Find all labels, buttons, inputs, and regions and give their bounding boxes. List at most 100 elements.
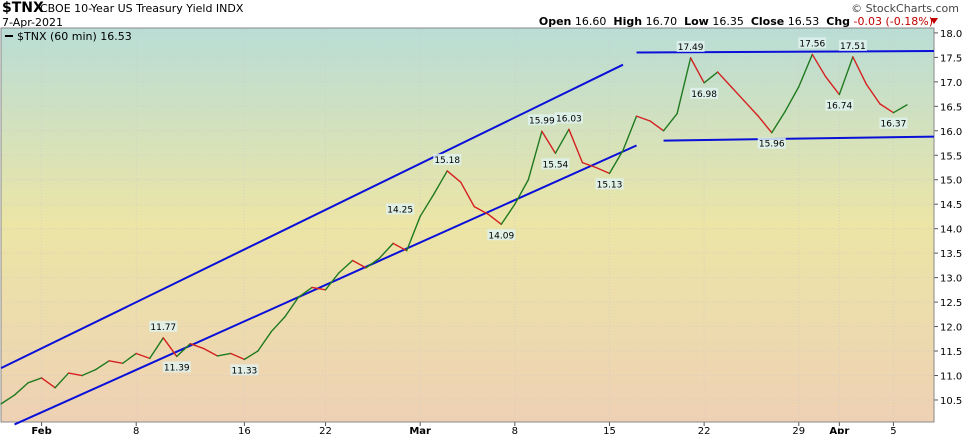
x-tick-label: 8 bbox=[512, 426, 518, 434]
trendline bbox=[636, 50, 935, 54]
price-segment bbox=[865, 83, 881, 105]
plot-background bbox=[1, 28, 934, 422]
price-segment bbox=[94, 360, 110, 371]
annotation-label: 15.96 bbox=[759, 140, 785, 150]
annotation-label: 14.25 bbox=[387, 205, 413, 215]
down-arrow-icon bbox=[930, 18, 938, 24]
y-tick-label: 14.0 bbox=[940, 225, 962, 236]
low-label: Low bbox=[684, 15, 709, 28]
price-segment bbox=[162, 337, 178, 358]
annotation-bg bbox=[676, 40, 705, 52]
annotation-label: 11.77 bbox=[150, 323, 176, 333]
low-value: 16.35 bbox=[712, 15, 744, 28]
symbol: $TNX bbox=[2, 0, 44, 16]
annotation-bg bbox=[541, 158, 570, 170]
price-segment bbox=[243, 350, 259, 361]
plot-frame bbox=[0, 27, 935, 423]
y-tick-label: 17.5 bbox=[940, 53, 962, 64]
annotation-bg bbox=[595, 178, 624, 190]
price-segment bbox=[324, 272, 340, 291]
price-segment bbox=[121, 352, 137, 364]
annotation-label: 17.49 bbox=[678, 43, 704, 53]
price-segment bbox=[662, 112, 678, 132]
price-segment bbox=[0, 394, 16, 405]
price-segment bbox=[67, 372, 83, 377]
price-segment bbox=[230, 352, 246, 361]
annotation-label: 15.54 bbox=[543, 160, 569, 170]
price-segment bbox=[405, 215, 421, 252]
price-segment bbox=[365, 257, 381, 269]
price-segment bbox=[487, 213, 503, 225]
x-tick-label: 22 bbox=[319, 426, 332, 434]
annotation-label: 16.03 bbox=[556, 114, 582, 124]
y-tick-label: 11.0 bbox=[940, 372, 962, 383]
annotation-label: 14.09 bbox=[488, 231, 514, 241]
annotation-label: 16.37 bbox=[881, 120, 907, 130]
x-tick-label: 5 bbox=[890, 426, 896, 434]
annotation-bg bbox=[690, 87, 719, 99]
annotation-bg bbox=[487, 229, 516, 241]
price-segment bbox=[716, 71, 732, 88]
chart-date: 7-Apr-2021 bbox=[2, 16, 64, 29]
annotation-label: 16.98 bbox=[691, 90, 717, 100]
price-segment bbox=[203, 347, 219, 357]
chart-header: $TNX CBOE 10-Year US Treasury Yield INDX… bbox=[0, 0, 963, 29]
annotation-label: 11.33 bbox=[232, 366, 258, 376]
price-segment bbox=[527, 130, 543, 181]
annotation-bg bbox=[527, 114, 556, 126]
y-tick-label: 17.0 bbox=[940, 78, 962, 89]
instrument-name: CBOE 10-Year US Treasury Yield INDX bbox=[40, 2, 244, 15]
annotation-bg bbox=[149, 320, 178, 332]
price-segment bbox=[81, 368, 97, 377]
price-segment bbox=[703, 71, 719, 84]
close-value: 16.53 bbox=[787, 15, 820, 28]
quote-bar: Open 16.60 High 16.70 Low 16.35 Close 16… bbox=[539, 15, 933, 28]
chg-label: Chg bbox=[826, 15, 851, 28]
price-segment bbox=[135, 352, 151, 360]
price-segment bbox=[378, 242, 394, 259]
y-tick-label: 15.5 bbox=[940, 151, 962, 162]
annotation-bg bbox=[433, 153, 462, 165]
annotation-bg bbox=[162, 361, 191, 373]
price-segment bbox=[257, 330, 273, 352]
price-segment bbox=[351, 259, 367, 269]
price-segment bbox=[473, 205, 489, 215]
price-segment bbox=[811, 53, 827, 78]
price-segment bbox=[311, 286, 327, 291]
price-segment bbox=[270, 316, 286, 333]
price-segment bbox=[554, 128, 570, 154]
price-segment bbox=[825, 76, 841, 96]
annotation-bg bbox=[386, 203, 415, 215]
brand-watermark[interactable]: © StockCharts.com bbox=[851, 2, 959, 15]
y-tick-label: 13.0 bbox=[940, 274, 962, 285]
price-segment bbox=[649, 120, 665, 132]
price-segment bbox=[784, 86, 800, 112]
annotation-label: 15.13 bbox=[597, 180, 623, 190]
price-segment bbox=[149, 337, 164, 360]
annotation-label: 17.56 bbox=[799, 39, 825, 49]
price-segment bbox=[338, 259, 354, 274]
price-segment bbox=[879, 103, 895, 114]
price-segment bbox=[392, 242, 408, 252]
x-tick-label: Feb bbox=[31, 426, 51, 434]
annotation-label: 11.39 bbox=[164, 363, 190, 373]
y-tick-label: 16.5 bbox=[940, 102, 962, 113]
trendline bbox=[0, 63, 624, 370]
annotation-bg bbox=[825, 99, 854, 111]
price-segment bbox=[568, 128, 584, 164]
price-segment bbox=[216, 352, 232, 357]
annotation-label: 16.74 bbox=[826, 102, 852, 112]
price-segment bbox=[108, 360, 124, 364]
x-tick-label: 16 bbox=[238, 426, 251, 434]
price-segment bbox=[689, 57, 705, 84]
y-tick-label: 12.0 bbox=[940, 323, 962, 334]
price-segment bbox=[54, 372, 70, 389]
price-segment bbox=[892, 104, 908, 114]
x-tick-label: 15 bbox=[603, 426, 616, 434]
legend-label: $TNX (60 min) 16.53 bbox=[17, 30, 132, 43]
annotation-label: 15.18 bbox=[434, 156, 460, 166]
annotation-label: 15.99 bbox=[529, 116, 555, 126]
annotation-bg bbox=[879, 117, 908, 129]
price-segment bbox=[595, 166, 611, 175]
